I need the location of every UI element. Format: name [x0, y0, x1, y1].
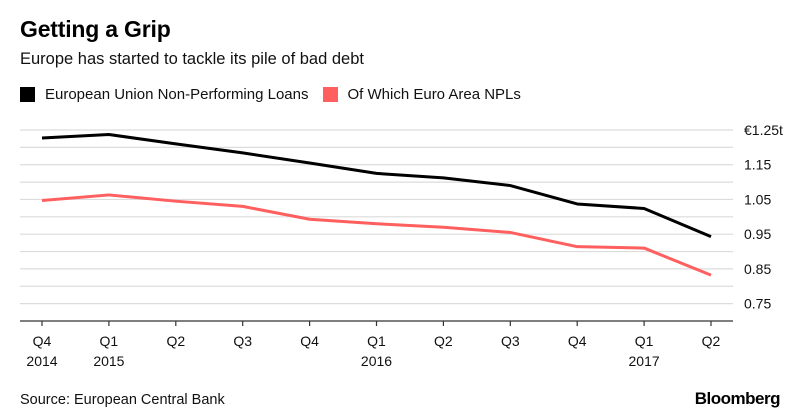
x-tick-label: Q2 — [166, 333, 185, 349]
legend-label-euro-area-npl: Of Which Euro Area NPLs — [347, 86, 521, 103]
x-tick-year-label: 2016 — [361, 353, 392, 369]
x-tick-label: Q3 — [233, 333, 252, 349]
gridlines — [20, 129, 733, 305]
legend-label-eu-npl: European Union Non-Performing Loans — [45, 86, 309, 103]
legend: European Union Non-Performing Loans Of W… — [20, 86, 535, 103]
chart-title: Getting a Grip — [20, 16, 171, 42]
bloomberg-logo: Bloomberg — [694, 389, 781, 408]
y-tick-label: 1.15 — [744, 157, 771, 173]
legend-item-eu-npl: European Union Non-Performing Loans — [20, 86, 309, 103]
legend-swatch-eu-npl — [20, 87, 35, 102]
x-tick-label: Q4 — [33, 333, 52, 349]
x-tick-label: Q2 — [434, 333, 453, 349]
x-tick-label: Q4 — [300, 333, 319, 349]
x-tick-label: Q2 — [702, 333, 721, 349]
x-axis — [20, 320, 733, 326]
x-tick-label: Q1 — [635, 333, 654, 349]
y-tick-label: 0.85 — [744, 261, 771, 277]
y-tick-label: 0.75 — [744, 296, 771, 312]
series-lines — [41, 133, 712, 277]
x-tick-year-label: 2017 — [629, 353, 660, 369]
legend-swatch-euro-area-npl — [322, 87, 338, 102]
y-tick-label: 1.05 — [744, 191, 771, 207]
series-line-eu-npl — [41, 133, 712, 238]
x-tick-label: Q4 — [568, 333, 587, 349]
y-tick-label: €1.25t — [744, 122, 783, 138]
legend-item-euro-area-npl: Of Which Euro Area NPLs — [322, 86, 521, 103]
y-tick-label: 0.95 — [744, 226, 771, 242]
chart-subtitle: Europe has started to tackle its pile of… — [20, 50, 364, 68]
x-tick-label: Q1 — [367, 333, 386, 349]
x-tick-label: Q1 — [100, 333, 119, 349]
y-axis-labels: €1.25t 1.15 1.05 0.95 0.85 0.75 — [744, 122, 783, 312]
x-tick-year-label: 2015 — [93, 353, 124, 369]
x-tick-label: Q3 — [501, 333, 520, 349]
source-note: Source: European Central Bank — [20, 392, 225, 408]
x-tick-year-label: 2014 — [26, 353, 57, 369]
x-axis-labels: Q4 2014 Q1 2015 Q2 Q3 Q4 Q1 2016 Q2 Q3 Q4 Q1 2017 Q2 — [26, 333, 720, 369]
